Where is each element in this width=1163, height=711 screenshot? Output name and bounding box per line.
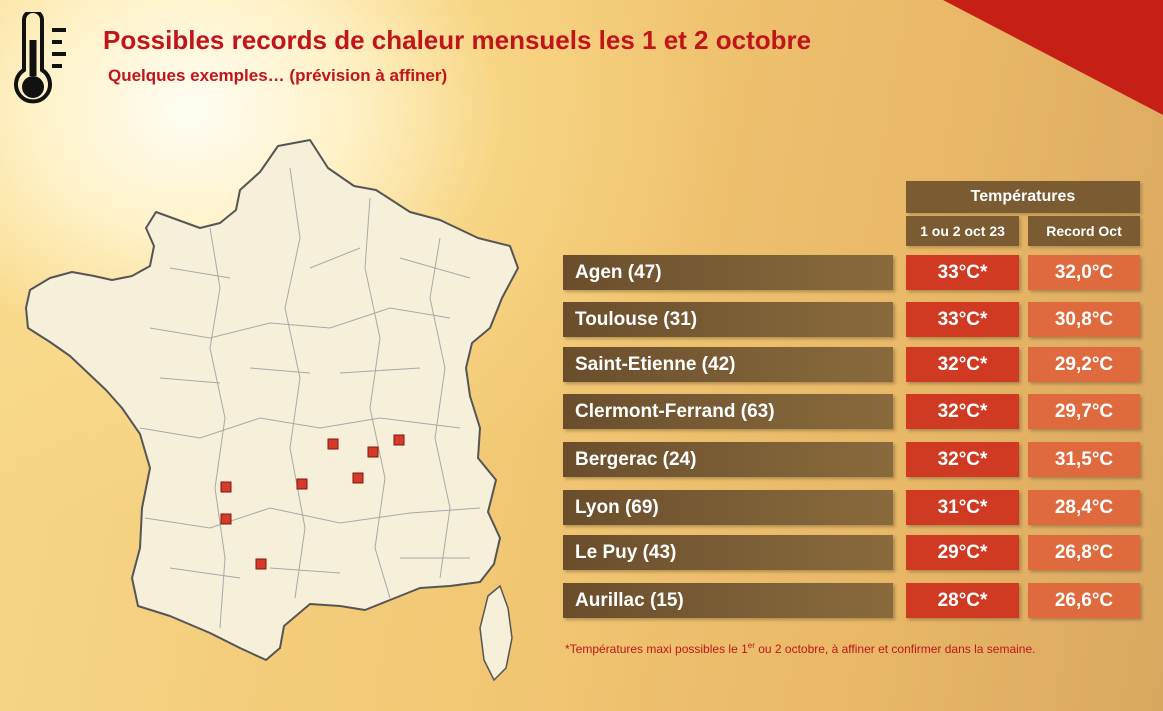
france-outline <box>25 139 519 661</box>
record-temp: 28,4°C <box>1028 490 1140 525</box>
city-name: Le Puy (43) <box>563 535 893 570</box>
corsica <box>479 584 513 682</box>
forecast-temp: 31°C* <box>906 490 1019 525</box>
department-borders <box>139 167 481 629</box>
marker-le-puy <box>352 472 364 484</box>
footnote-text-end: ou 2 octobre, à affiner et confirmer dan… <box>754 642 1036 656</box>
marker-saint-etienne <box>367 446 379 458</box>
record-temp: 32,0°C <box>1028 255 1140 290</box>
record-temp: 31,5°C <box>1028 442 1140 477</box>
table-row: Toulouse (31) 33°C* 30,8°C <box>563 302 1140 337</box>
table-row: Le Puy (43) 29°C* 26,8°C <box>563 535 1140 570</box>
city-name: Agen (47) <box>563 255 893 290</box>
record-temp: 26,6°C <box>1028 583 1140 618</box>
forecast-temp: 32°C* <box>906 394 1019 429</box>
forecast-temp: 33°C* <box>906 255 1019 290</box>
marker-clermont-ferrand <box>327 438 339 450</box>
forecast-temp: 29°C* <box>906 535 1019 570</box>
city-markers <box>220 434 405 570</box>
table-row: Lyon (69) 31°C* 28,4°C <box>563 490 1140 525</box>
forecast-temp: 32°C* <box>906 347 1019 382</box>
marker-lyon <box>393 434 405 446</box>
table-row: Clermont-Ferrand (63) 32°C* 29,7°C <box>563 394 1140 429</box>
city-name: Saint-Etienne (42) <box>563 347 893 382</box>
page-subtitle: Quelques exemples… (prévision à affiner) <box>108 66 448 85</box>
marker-toulouse <box>255 558 267 570</box>
footnote: *Températures maxi possibles le 1er ou 2… <box>565 641 1035 656</box>
footnote-superscript: er <box>747 641 755 650</box>
city-name: Bergerac (24) <box>563 442 893 477</box>
forecast-temp: 28°C* <box>906 583 1019 618</box>
city-name: Clermont-Ferrand (63) <box>563 394 893 429</box>
record-temp: 26,8°C <box>1028 535 1140 570</box>
table-row: Aurillac (15) 28°C* 26,6°C <box>563 583 1140 618</box>
marker-agen <box>220 513 232 525</box>
record-temp: 29,7°C <box>1028 394 1140 429</box>
table-row: Saint-Etienne (42) 32°C* 29,2°C <box>563 347 1140 382</box>
record-temp: 29,2°C <box>1028 347 1140 382</box>
city-name: Lyon (69) <box>563 490 893 525</box>
thermometer-icon <box>14 12 66 104</box>
record-temp: 30,8°C <box>1028 302 1140 337</box>
forecast-temp: 32°C* <box>906 442 1019 477</box>
forecast-temp: 33°C* <box>906 302 1019 337</box>
marker-bergerac <box>220 481 232 493</box>
table-header-temperatures: Températures <box>906 181 1140 213</box>
france-map <box>25 139 519 682</box>
table-row: Agen (47) 33°C* 32,0°C <box>563 255 1140 290</box>
city-name: Aurillac (15) <box>563 583 893 618</box>
corner-decoration <box>943 0 1163 115</box>
column-header-forecast: 1 ou 2 oct 23 <box>906 216 1019 246</box>
column-header-record: Record Oct <box>1028 216 1140 246</box>
footnote-text: *Températures maxi possibles le 1 <box>565 642 748 656</box>
table-row: Bergerac (24) 32°C* 31,5°C <box>563 442 1140 477</box>
page-title: Possibles records de chaleur mensuels le… <box>103 25 812 55</box>
marker-aurillac <box>296 478 308 490</box>
city-name: Toulouse (31) <box>563 302 893 337</box>
